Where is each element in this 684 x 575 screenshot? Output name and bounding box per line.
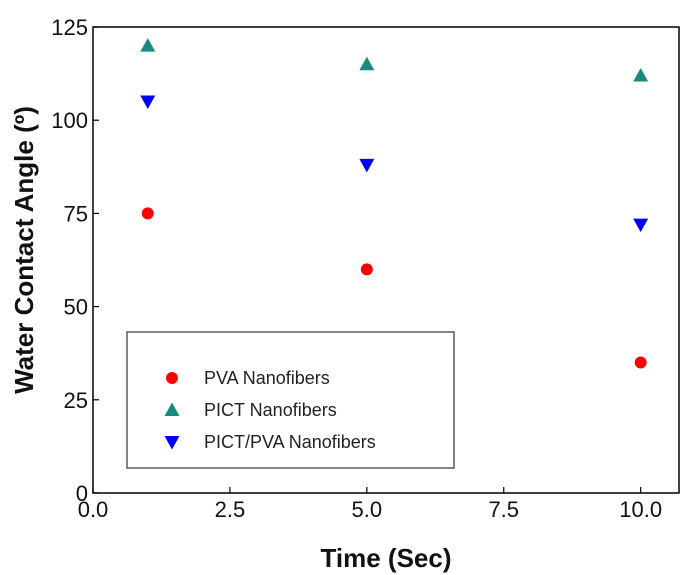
y-tick-label: 25	[64, 388, 88, 413]
data-point	[633, 218, 649, 233]
legend: PVA Nanofibers PICT Nanofibers PICT/PVA Na…	[126, 331, 455, 469]
y-axis-ticks: 0 25 50 75 100 125	[51, 15, 99, 506]
y-axis-title: Water Contact Angle (º)	[9, 106, 39, 394]
data-point	[633, 67, 649, 82]
data-point	[140, 95, 156, 110]
data-point	[140, 38, 156, 52]
y-tick-label: 125	[51, 15, 88, 40]
legend-marker	[166, 372, 178, 384]
data-points	[140, 38, 649, 369]
x-tick-label: 7.5	[488, 497, 519, 522]
x-tick-label: 0.0	[78, 497, 109, 522]
legend-label: PICT Nanofibers	[204, 400, 337, 420]
data-point	[360, 263, 373, 276]
x-tick-label: 5.0	[352, 497, 383, 522]
x-tick-label: 2.5	[215, 497, 246, 522]
x-axis-title: Time (Sec)	[320, 543, 451, 573]
data-point	[141, 207, 154, 220]
x-axis-ticks: 0.0 2.5 5.0 7.5 10.0	[78, 487, 662, 522]
y-tick-label: 0	[76, 481, 88, 506]
legend-items: PVA Nanofibers PICT Nanofibers PICT/PVA Na…	[164, 368, 376, 452]
data-point	[359, 158, 375, 173]
legend-marker	[164, 402, 180, 416]
legend-label: PVA Nanofibers	[204, 368, 330, 388]
data-point	[359, 56, 375, 71]
y-tick-label: 100	[51, 108, 88, 133]
legend-label: PICT/PVA Nanofibers	[204, 432, 376, 452]
y-tick-label: 75	[64, 201, 88, 226]
y-tick-label: 50	[64, 295, 88, 320]
x-tick-label: 10.0	[619, 497, 662, 522]
data-point	[634, 356, 647, 369]
legend-box	[126, 331, 455, 469]
legend-marker	[164, 436, 180, 450]
